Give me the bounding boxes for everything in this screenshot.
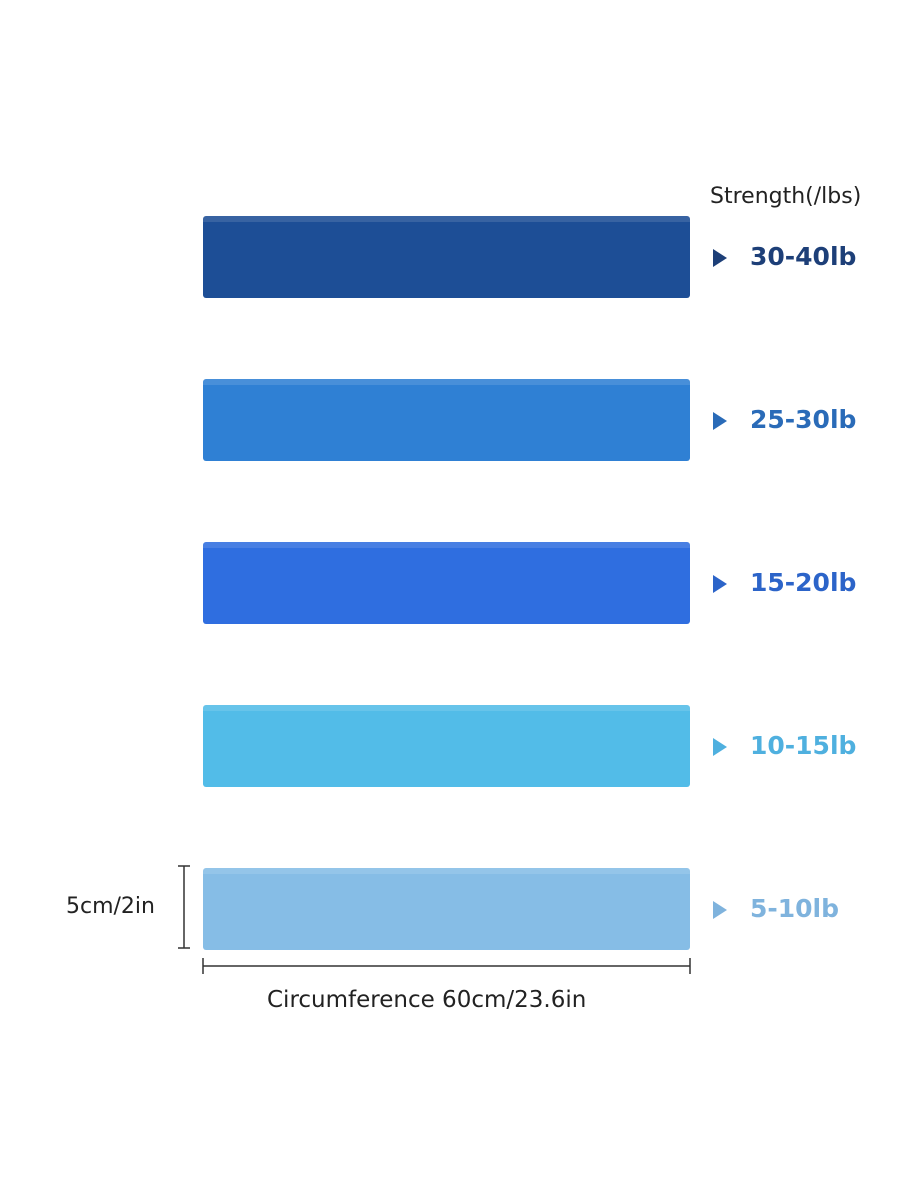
band <box>203 542 690 624</box>
circumference-label: Circumference 60cm/23.6in <box>267 987 587 1013</box>
strength-label: 10-15lb <box>750 731 857 760</box>
strength-label: 5-10lb <box>750 894 840 923</box>
dimension-lines <box>178 865 691 974</box>
height-label: 5cm/2in <box>66 894 155 919</box>
strength-label: 25-30lb <box>750 405 857 434</box>
strength-title: Strength(/lbs) <box>710 184 862 209</box>
band <box>203 868 690 950</box>
band-highlight <box>203 705 690 711</box>
band-highlight <box>203 379 690 385</box>
arrow <box>713 901 727 919</box>
strength-label: 30-40lb <box>750 242 857 271</box>
band <box>203 379 690 461</box>
arrow <box>713 412 727 430</box>
band-highlight <box>203 868 690 874</box>
band <box>203 705 690 787</box>
band <box>203 216 690 298</box>
band-highlight <box>203 216 690 222</box>
strength-label: 15-20lb <box>750 568 857 597</box>
arrow <box>713 249 727 267</box>
band-highlight <box>203 542 690 548</box>
arrow <box>713 738 727 756</box>
arrow <box>713 575 727 593</box>
